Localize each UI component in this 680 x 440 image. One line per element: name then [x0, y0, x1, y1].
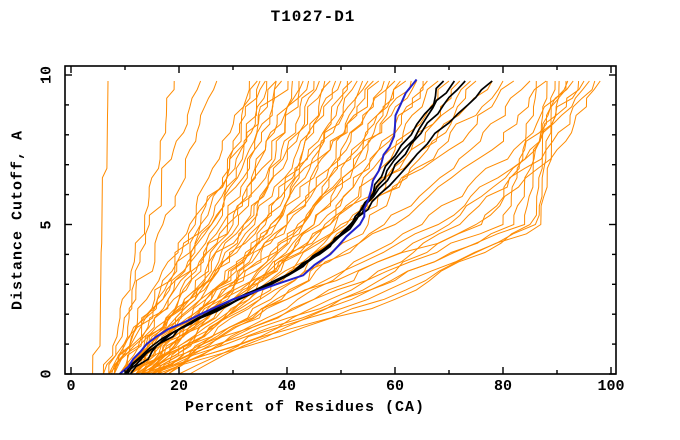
model-curve-orange: [130, 80, 574, 375]
model-curve-orange: [140, 80, 547, 375]
model-curve-orange: [146, 80, 560, 375]
model-curve-orange: [157, 80, 439, 375]
model-curve-orange: [135, 80, 428, 375]
model-curve-orange: [119, 80, 353, 375]
model-curve-orange: [151, 80, 567, 375]
model-curve-orange: [146, 80, 471, 375]
model-curve-blue: [118, 78, 418, 375]
x-tick-label: 80: [493, 378, 512, 395]
model-curve-orange: [151, 80, 385, 375]
model-curve-orange: [135, 80, 493, 375]
model-curve-orange: [189, 80, 601, 375]
model-curve-orange: [119, 80, 326, 375]
x-axis-label: Percent of Residues (CA): [184, 399, 426, 416]
model-curve-orange: [167, 80, 569, 375]
y-tick-label: 10: [38, 66, 56, 85]
y-tick-label: 0: [38, 369, 56, 379]
model-curve-orange: [140, 80, 320, 375]
x-tick-label: 40: [277, 378, 296, 395]
y-axis-label: Distance Cutoff, A: [9, 129, 27, 311]
x-tick-label: 0: [66, 378, 76, 395]
x-tick-label: 20: [169, 378, 188, 395]
model-curve-orange: [111, 80, 218, 375]
x-tick-label: 60: [385, 378, 404, 395]
y-tick-label: 5: [38, 220, 56, 230]
model-curve-orange: [108, 80, 202, 375]
model-curve-orange: [135, 80, 537, 375]
model-curve-orange: [146, 80, 412, 375]
model-curve-orange: [108, 80, 277, 375]
model-curve-orange: [141, 80, 580, 375]
model-curve-orange: [129, 80, 331, 375]
model-curve-orange: [124, 80, 282, 375]
model-curve-orange: [157, 80, 556, 375]
model-curve-orange: [102, 80, 175, 375]
model-curve-orange: [124, 80, 418, 375]
model-curve-black: [124, 80, 466, 375]
model-curve-orange: [113, 80, 310, 375]
model-curve-black: [129, 80, 493, 375]
model-curve-orange: [102, 80, 261, 375]
chart-title: T1027-D1: [270, 8, 356, 26]
model-curve-orange: [157, 80, 531, 375]
model-curve-orange: [141, 80, 548, 375]
model-curve-orange: [124, 80, 374, 375]
x-tick-label: 100: [597, 378, 625, 395]
model-curve-orange: [92, 80, 109, 375]
model-curve-orange: [113, 80, 289, 375]
